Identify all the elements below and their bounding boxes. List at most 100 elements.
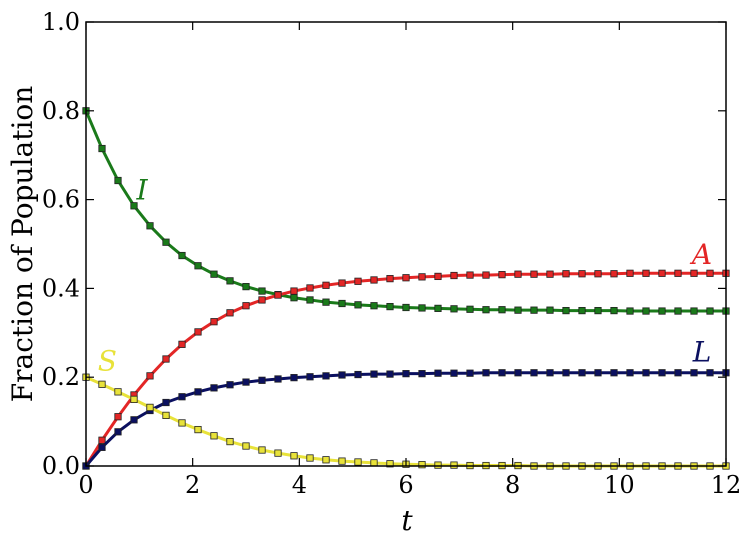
data-point	[578, 369, 586, 377]
data-point	[402, 303, 410, 312]
data-point	[610, 369, 618, 377]
data-point	[594, 270, 602, 278]
data-point	[258, 287, 266, 295]
data-point	[194, 262, 202, 270]
data-point	[162, 411, 170, 419]
data-point	[226, 309, 234, 317]
data-point	[306, 373, 314, 381]
data-point	[178, 393, 186, 401]
data-point	[498, 369, 506, 377]
data-point	[322, 281, 330, 289]
data-point	[434, 461, 442, 469]
data-point	[450, 369, 458, 377]
y-tick-label: 0.8	[42, 97, 80, 125]
data-point	[578, 270, 586, 278]
data-point	[498, 271, 506, 279]
data-point	[706, 307, 714, 315]
data-point	[306, 296, 314, 304]
data-point	[226, 277, 234, 285]
data-point	[658, 369, 666, 377]
data-point	[114, 413, 122, 421]
data-point	[706, 369, 714, 377]
data-point	[450, 305, 458, 313]
data-point	[658, 307, 666, 315]
data-point	[98, 443, 106, 451]
data-point	[594, 369, 602, 377]
data-point	[242, 302, 250, 310]
data-point	[162, 238, 170, 246]
series-I	[82, 107, 730, 315]
data-point	[642, 369, 650, 377]
data-point	[98, 144, 106, 153]
data-point	[338, 299, 346, 308]
data-point	[338, 279, 346, 287]
data-point	[450, 271, 458, 280]
x-tick-label: 12	[711, 471, 742, 499]
data-point	[178, 251, 186, 260]
data-point	[386, 370, 394, 378]
data-point	[306, 454, 314, 462]
data-point	[354, 458, 362, 466]
y-axis-label: Fraction of Population	[6, 86, 39, 403]
data-point	[466, 369, 474, 377]
data-point	[418, 461, 426, 469]
data-point	[354, 301, 362, 309]
data-point	[194, 425, 202, 434]
data-point	[210, 384, 218, 392]
axes: 0 2 4 6 8 10 12 0.0 0.2 0.4 0.6 0.8 1.0	[42, 8, 741, 499]
data-point	[306, 284, 314, 292]
data-point	[386, 460, 394, 468]
data-point	[290, 294, 298, 302]
data-point	[610, 270, 618, 278]
data-point	[562, 270, 570, 278]
x-tick-label: 2	[185, 471, 200, 499]
data-point	[290, 287, 298, 295]
data-point	[690, 369, 698, 377]
x-tick-label: 10	[604, 471, 635, 499]
data-point	[114, 428, 122, 436]
data-point	[210, 270, 218, 278]
data-point	[546, 369, 554, 377]
data-point	[210, 318, 218, 326]
data-point	[674, 369, 682, 377]
data-point	[354, 277, 362, 285]
data-point	[130, 395, 138, 404]
data-point	[546, 270, 554, 278]
data-point	[386, 302, 394, 311]
data-point	[146, 222, 154, 230]
series-label-S: S	[98, 345, 117, 378]
data-point	[706, 269, 714, 277]
data-point	[242, 442, 250, 450]
data-point	[242, 378, 250, 386]
data-point	[114, 388, 122, 396]
data-point	[274, 449, 282, 457]
data-point	[514, 369, 522, 377]
y-tick-label: 1.0	[42, 8, 80, 36]
data-point	[370, 370, 378, 378]
data-point	[370, 302, 378, 310]
y-tick-label: 0.6	[42, 186, 80, 214]
series-A	[82, 269, 730, 470]
x-tick-label: 4	[292, 471, 307, 499]
data-point	[418, 370, 426, 378]
data-point	[114, 176, 122, 185]
data-point	[370, 459, 378, 467]
data-point	[338, 371, 346, 379]
data-point	[578, 306, 586, 315]
data-point	[162, 355, 170, 363]
data-point	[274, 291, 282, 299]
series-L	[82, 369, 730, 470]
data-point	[178, 419, 186, 427]
data-point	[514, 270, 522, 278]
data-point	[162, 398, 170, 407]
data-point	[626, 269, 634, 277]
data-point	[642, 269, 650, 277]
data-point	[514, 306, 522, 314]
data-point	[274, 375, 282, 383]
data-point	[226, 381, 234, 389]
data-point	[370, 276, 378, 284]
data-point	[418, 273, 426, 281]
data-point	[642, 307, 650, 315]
data-point	[594, 306, 602, 315]
